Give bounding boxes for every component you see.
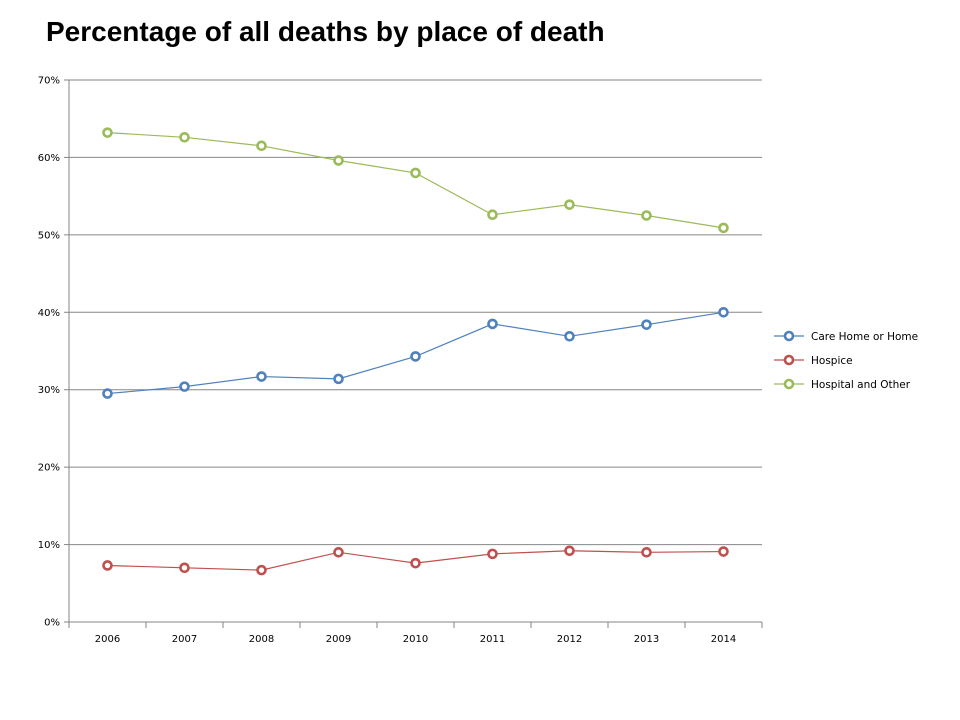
x-tick-label: 2008 [249,634,274,645]
y-tick-label: 30% [38,385,60,396]
y-tick-label: 40% [38,308,60,319]
data-point-care-home-or-home [410,351,421,362]
y-tick-label: 10% [38,540,60,551]
data-point-hospital-and-other [333,155,344,166]
x-tick-label: 2012 [557,634,582,645]
x-tick-label: 2007 [172,634,197,645]
data-point-hospital-and-other [179,131,190,143]
data-point-hospice [102,560,113,571]
data-point-care-home-or-home [564,330,575,342]
data-point-care-home-or-home [641,319,652,330]
gridlines [69,79,762,546]
x-tick-label: 2006 [95,634,120,645]
data-point-care-home-or-home [102,388,113,399]
x-tick-label: 2009 [326,634,351,645]
series-group [102,127,729,576]
y-tick-label: 50% [38,230,60,241]
data-point-hospital-and-other [256,140,267,152]
data-point-hospice [718,546,729,557]
data-point-hospice [179,562,190,574]
legend-label-hospital-and-other: Hospital and Other [811,379,911,391]
legend: Care Home or Home Hospice Hospital and Oth… [774,330,918,391]
data-point-hospital-and-other [718,222,729,234]
data-point-care-home-or-home [487,318,498,330]
y-tick-label: 20% [38,463,60,474]
y-tick-label: 0% [44,618,60,629]
data-point-care-home-or-home [333,373,344,385]
data-point-hospice [256,564,267,576]
data-point-hospital-and-other [564,199,575,210]
data-point-hospice [333,547,344,558]
data-point-hospital-and-other [410,167,421,179]
data-point-hospice [641,547,652,558]
data-point-care-home-or-home [256,371,267,382]
legend-label-hospice: Hospice [811,355,853,367]
series-line-hospital-and-other [107,132,724,229]
y-tick-label: 70% [38,76,60,87]
legend-marker-hospice [783,354,795,366]
axes: 0% 10% 20% 30% 40% 50% 60% 70% 2006 2007 2008 2009 2… [38,76,763,645]
data-point-hospital-and-other [102,127,113,138]
data-point-hospice [487,548,498,560]
legend-marker-care-home-or-home [783,330,795,342]
legend-marker-hospital-and-other [783,378,795,390]
y-tick-label: 60% [38,153,60,164]
legend-label-care-home-or-home: Care Home or Home [811,331,918,343]
chart-title: Percentage of all deaths by place of dea… [46,16,605,47]
data-point-care-home-or-home [718,306,729,318]
data-point-hospital-and-other [641,210,652,221]
x-tick-label: 2014 [711,634,736,645]
x-tick-label: 2011 [480,634,505,645]
data-point-care-home-or-home [179,381,190,392]
data-point-hospice [410,557,421,569]
x-tick-label: 2013 [634,634,659,645]
data-point-hospital-and-other [487,209,498,221]
data-point-hospice [564,545,575,557]
x-tick-label: 2010 [403,634,428,645]
